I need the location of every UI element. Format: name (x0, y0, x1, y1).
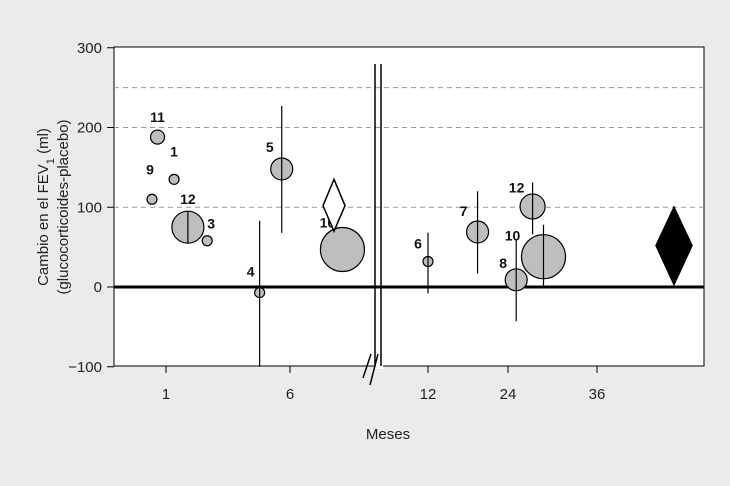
study-label-11: 11 (150, 109, 165, 125)
gridlines (114, 87, 704, 289)
x-tick-label: 36 (589, 386, 606, 403)
x-axis-ticks: 1 6 12 24 36 (162, 366, 606, 403)
study-label-12: 12 (180, 191, 196, 207)
y-tick-label: 100 (77, 199, 102, 216)
study-label-1: 1 (170, 143, 178, 159)
y-tick-label: −100 (68, 359, 102, 376)
axis-break (362, 64, 383, 386)
study-label-5: 5 (266, 139, 274, 155)
y-axis-title: Cambio en el FEV1 (ml) (35, 128, 57, 286)
x-tick-label: 6 (286, 386, 294, 403)
study-marker-1 (168, 173, 180, 185)
study-label-4: 4 (247, 264, 255, 280)
study-label-10: 10 (505, 228, 521, 244)
study-marker-10 (319, 226, 366, 273)
y-axis-subtitle: (glucocorticoides-placebo) (55, 119, 72, 294)
study-label-9: 9 (146, 161, 154, 177)
plot-area (113, 46, 705, 367)
break-slash-0 (362, 353, 372, 379)
study-label-6: 6 (414, 235, 422, 251)
study-marker-11 (149, 129, 166, 145)
x-axis-title: Meses (366, 426, 410, 443)
break-slash-1 (369, 353, 379, 386)
study-label-8: 8 (499, 255, 507, 271)
summary-diamond-late (655, 205, 693, 287)
axis-break-gap (375, 363, 383, 369)
x-tick-label: 24 (500, 386, 517, 403)
y-tick-label: 300 (77, 40, 102, 57)
y-tick-label: 200 (77, 120, 102, 137)
y-axis-ticks: 300 200 100 0 −100 (68, 40, 114, 376)
study-marker-3 (201, 235, 213, 247)
y-tick-label: 0 (94, 279, 102, 296)
study-label-12: 12 (509, 179, 525, 195)
x-tick-label: 1 (162, 386, 170, 403)
study-label-3: 3 (207, 216, 215, 232)
study-label-7: 7 (460, 203, 468, 219)
study-marker-9 (146, 193, 158, 205)
x-tick-label: 12 (420, 386, 437, 403)
summary-diamond-early (322, 177, 346, 234)
